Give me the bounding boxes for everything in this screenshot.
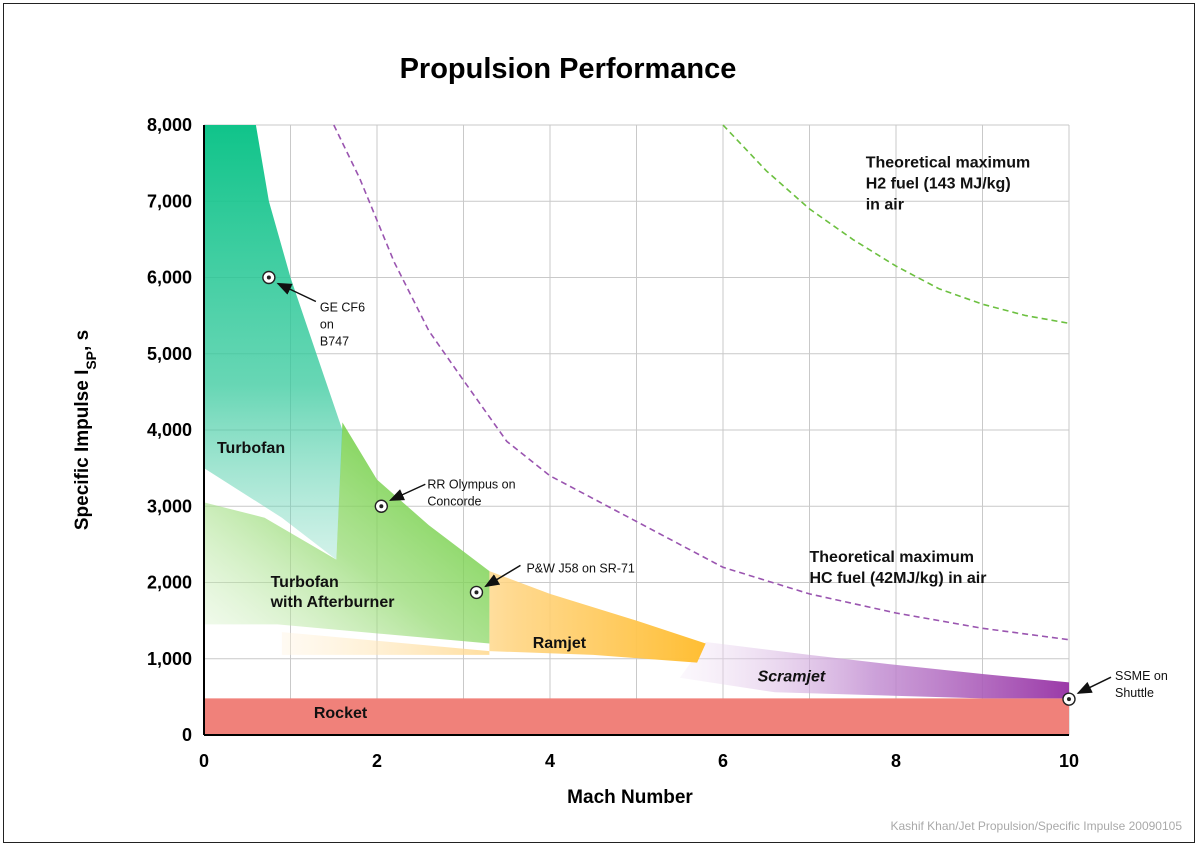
callout-arrow [276, 282, 317, 303]
theory-label: Theoretical maximum [810, 549, 975, 566]
credit-text: Kashif Khan/Jet Propulsion/Specific Impu… [890, 819, 1182, 833]
theory-curves [333, 124, 1070, 641]
x-tick-label: 8 [891, 751, 901, 771]
y-axis-title-main: Specific Impulse I [72, 370, 93, 531]
axes: 0 1,000 2,000 3,000 4,000 5,000 6,000 7,000 8,00… [147, 115, 1079, 771]
region-turbofan-with-afterburner [204, 422, 490, 644]
x-axis-title: Mach Number [567, 787, 693, 808]
region-ramjet [281, 571, 706, 663]
engine-label: RR Olympus on [427, 477, 515, 491]
engine-point-center [266, 275, 271, 280]
engine-point-center [474, 590, 479, 595]
theory-label: in air [866, 197, 904, 214]
x-tick-label: 4 [545, 751, 555, 771]
callout-arrow [388, 483, 426, 501]
y-tick-label: 4,000 [147, 420, 192, 440]
engine-label: B747 [320, 335, 349, 349]
regions [204, 125, 1069, 735]
engine-label: on [320, 318, 334, 332]
y-tick-label: 1,000 [147, 649, 192, 669]
hc-theory-curve [333, 124, 1070, 641]
y-tick-label: 0 [182, 725, 192, 745]
x-tick-label: 2 [372, 751, 382, 771]
region-label: Ramjet [533, 635, 587, 652]
y-axis-title-unit: , s [72, 330, 93, 351]
engine-label: Shuttle [1115, 686, 1154, 700]
y-tick-label: 3,000 [147, 496, 192, 516]
engine-label: SSME on [1115, 669, 1168, 683]
x-tick-label: 6 [718, 751, 728, 771]
region-label: Turbofan [217, 440, 285, 457]
region-label: with Afterburner [270, 594, 395, 611]
y-axis-title: Specific Impulse ISP, s [72, 330, 99, 530]
engine-point-center [1067, 697, 1071, 702]
chart-title: Propulsion Performance [400, 53, 737, 85]
engine-markers: GE CF6 on B747 RR Olympus on Concorde P&W J58… [262, 270, 1168, 706]
region-scramjet [679, 642, 1069, 699]
y-tick-label: 7,000 [147, 191, 192, 211]
theory-label: Theoretical maximum [866, 155, 1031, 172]
y-axis-title-subscript: SP [83, 351, 99, 370]
region-label: Turbofan [271, 574, 339, 591]
region-label: Rocket [314, 705, 368, 722]
callout-arrow [1076, 676, 1112, 694]
labels: Turbofan Turbofan with Afterburner Ramjet Sc… [217, 155, 1030, 723]
y-tick-label: 5,000 [147, 344, 192, 364]
region-turbofan [204, 125, 343, 560]
region-rocket [204, 698, 1069, 735]
engine-point-center [379, 504, 384, 509]
engine-label: GE CF6 [320, 301, 365, 315]
h2-theory-curve [722, 124, 1070, 325]
theory-label: H2 fuel (143 MJ/kg) [866, 176, 1011, 193]
region-label: Scramjet [758, 669, 826, 686]
engine-label: Concorde [427, 494, 481, 508]
engine-label: P&W J58 on SR-71 [526, 561, 634, 575]
x-tick-label: 0 [199, 751, 209, 771]
y-tick-label: 6,000 [147, 268, 192, 288]
y-tick-label: 2,000 [147, 573, 192, 593]
callout-arrow [484, 564, 521, 588]
theory-label: HC fuel (42MJ/kg) in air [810, 570, 987, 587]
y-tick-label: 8,000 [147, 115, 192, 135]
x-tick-label: 10 [1059, 751, 1079, 771]
